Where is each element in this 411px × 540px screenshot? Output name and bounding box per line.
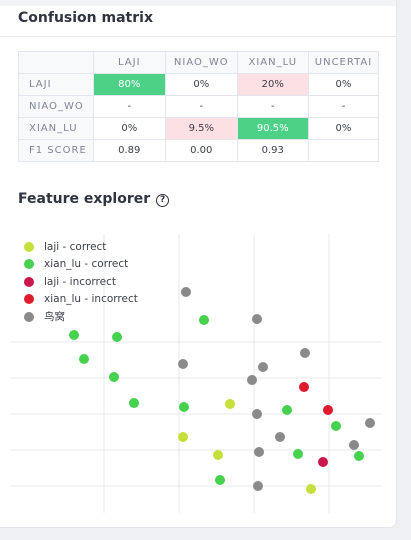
scatter-point[interactable] bbox=[300, 348, 310, 358]
matrix-cell: - bbox=[236, 95, 309, 118]
row-header: LAJI bbox=[18, 73, 94, 96]
row-header: NIAO_WO bbox=[18, 95, 94, 118]
feature-explorer-header: Feature explorer? bbox=[18, 191, 170, 207]
matrix-cell: - bbox=[307, 95, 380, 118]
scatter-point[interactable] bbox=[178, 359, 188, 369]
scatter-point[interactable] bbox=[275, 432, 285, 442]
column-header: UNCERTAI bbox=[307, 51, 380, 74]
legend-swatch bbox=[24, 259, 34, 270]
legend-label: xian_lu - incorrect bbox=[44, 293, 138, 306]
legend-item[interactable]: laji - correct bbox=[24, 238, 138, 256]
scatter-point[interactable] bbox=[179, 402, 189, 412]
row-header: F1 SCORE bbox=[18, 139, 94, 162]
confusion-matrix-title: Confusion matrix bbox=[18, 10, 153, 26]
legend-item[interactable]: 鸟窝 bbox=[24, 308, 138, 326]
feature-explorer-title: Feature explorer bbox=[18, 191, 151, 207]
scatter-point[interactable] bbox=[258, 362, 268, 372]
column-header: LAJI bbox=[92, 51, 166, 74]
scatter-point[interactable] bbox=[318, 457, 328, 467]
matrix-cell: 0% bbox=[164, 73, 238, 96]
plot-points bbox=[69, 287, 375, 494]
matrix-cell: 9.5% bbox=[164, 117, 238, 140]
scatter-point[interactable] bbox=[69, 330, 79, 340]
section-divider bbox=[0, 36, 396, 37]
matrix-cell: 0.00 bbox=[164, 139, 238, 162]
legend-label: laji - correct bbox=[44, 240, 107, 253]
scatter-point[interactable] bbox=[293, 449, 303, 459]
matrix-cell bbox=[307, 139, 380, 162]
matrix-cell: 0.89 bbox=[92, 139, 166, 162]
legend-item[interactable]: xian_lu - correct bbox=[24, 256, 138, 274]
table-header-row: LAJI NIAO_WO XIAN_LU UNCERTAI bbox=[18, 51, 380, 74]
scatter-point[interactable] bbox=[225, 399, 235, 409]
scatter-legend: laji - correct xian_lu - correct laji - … bbox=[24, 238, 138, 326]
feature-explorer-scatter[interactable] bbox=[0, 228, 396, 518]
legend-item[interactable]: laji - incorrect bbox=[24, 273, 138, 291]
matrix-cell: - bbox=[92, 95, 166, 118]
column-header: NIAO_WO bbox=[164, 51, 238, 74]
matrix-cell: 20% bbox=[236, 73, 309, 96]
table-corner-cell bbox=[18, 51, 94, 74]
row-header: XIAN_LU bbox=[18, 117, 94, 140]
scatter-point[interactable] bbox=[253, 481, 263, 491]
scatter-point[interactable] bbox=[79, 354, 89, 364]
plot-grid bbox=[10, 234, 382, 513]
scatter-point[interactable] bbox=[199, 315, 209, 325]
scatter-point[interactable] bbox=[365, 418, 375, 428]
confusion-matrix-table: LAJI NIAO_WO XIAN_LU UNCERTAI LAJI 80% 0… bbox=[18, 51, 380, 162]
table-row: NIAO_WO - - - - bbox=[18, 95, 380, 118]
top-strip bbox=[0, 0, 396, 6]
scatter-point[interactable] bbox=[354, 451, 364, 461]
scatter-point[interactable] bbox=[247, 375, 257, 385]
scatter-point[interactable] bbox=[112, 332, 122, 342]
table-row: LAJI 80% 0% 20% 0% bbox=[18, 73, 380, 96]
matrix-cell: 0% bbox=[307, 117, 380, 140]
matrix-cell: 0% bbox=[92, 117, 166, 140]
matrix-cell: - bbox=[164, 95, 238, 118]
scatter-point[interactable] bbox=[178, 432, 188, 442]
legend-item[interactable]: xian_lu - incorrect bbox=[24, 291, 138, 309]
help-icon[interactable]: ? bbox=[156, 194, 170, 207]
scatter-point[interactable] bbox=[215, 475, 225, 485]
scatter-point[interactable] bbox=[252, 314, 262, 324]
table-row: F1 SCORE 0.89 0.00 0.93 bbox=[18, 139, 380, 162]
matrix-cell: 0.93 bbox=[236, 139, 309, 162]
legend-swatch bbox=[24, 294, 34, 305]
column-header: XIAN_LU bbox=[236, 51, 309, 74]
legend-label: 鸟窝 bbox=[44, 311, 65, 324]
legend-swatch bbox=[24, 241, 34, 252]
matrix-cell: 80% bbox=[92, 73, 166, 96]
scatter-point[interactable] bbox=[252, 409, 262, 419]
matrix-cell: 0% bbox=[307, 73, 380, 96]
scatter-point[interactable] bbox=[109, 372, 119, 382]
confusion-feature-panel: Confusion matrix LAJI NIAO_WO XIAN_LU UN… bbox=[0, 0, 397, 528]
scatter-point[interactable] bbox=[129, 398, 139, 408]
scatter-point[interactable] bbox=[213, 450, 223, 460]
table-row: XIAN_LU 0% 9.5% 90.5% 0% bbox=[18, 117, 380, 140]
scatter-point[interactable] bbox=[323, 405, 333, 415]
scatter-point[interactable] bbox=[331, 421, 341, 431]
legend-swatch bbox=[24, 276, 34, 287]
scatter-point[interactable] bbox=[299, 382, 309, 392]
scatter-point[interactable] bbox=[282, 405, 292, 415]
legend-label: laji - incorrect bbox=[44, 275, 116, 288]
scatter-point[interactable] bbox=[306, 484, 316, 494]
scatter-point[interactable] bbox=[181, 287, 191, 297]
scatter-point[interactable] bbox=[254, 447, 264, 457]
scatter-point[interactable] bbox=[349, 440, 359, 450]
legend-label: xian_lu - correct bbox=[44, 258, 129, 271]
legend-swatch bbox=[24, 311, 34, 322]
matrix-cell: 90.5% bbox=[236, 117, 309, 140]
